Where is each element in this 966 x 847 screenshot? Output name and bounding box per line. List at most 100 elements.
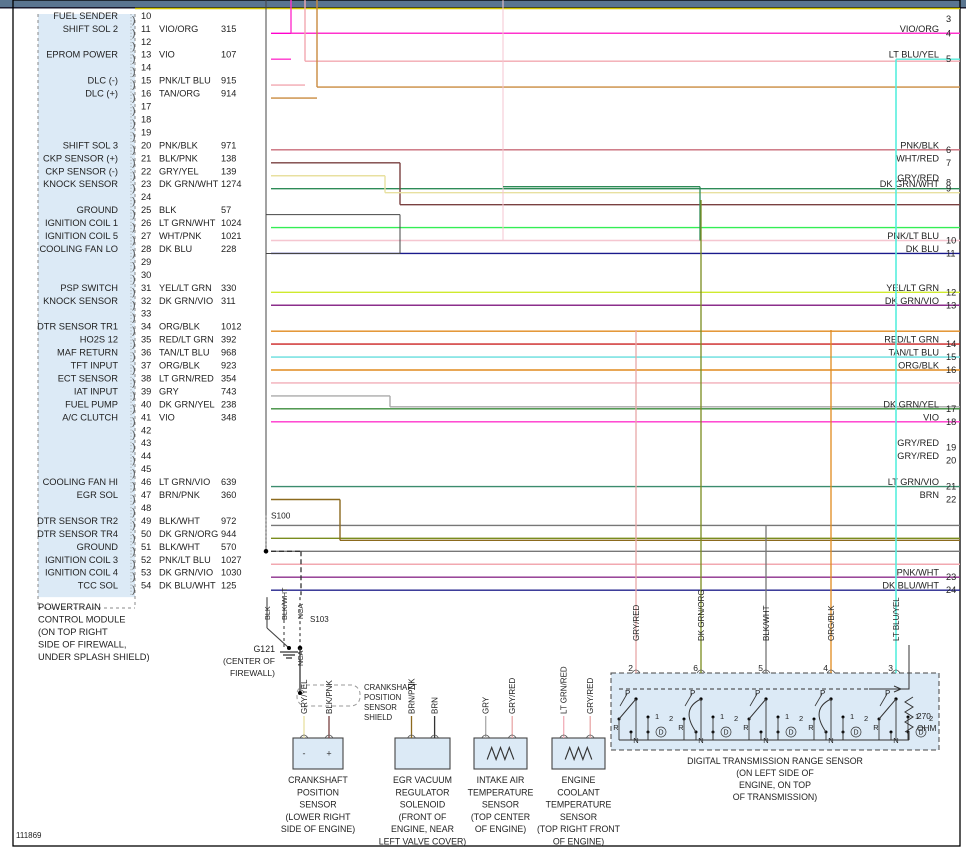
svg-text:CKP SENSOR (+): CKP SENSOR (+): [43, 153, 118, 163]
svg-text:SOLENOID: SOLENOID: [400, 800, 445, 810]
svg-text:21: 21: [141, 153, 151, 163]
svg-text:BLK/WHT: BLK/WHT: [762, 605, 771, 641]
svg-text:11: 11: [141, 24, 151, 34]
svg-text:270: 270: [917, 711, 931, 721]
svg-text:IGNITION COIL 5: IGNITION COIL 5: [45, 231, 118, 241]
svg-text:GROUND: GROUND: [77, 542, 119, 552]
svg-text:CKP SENSOR (-): CKP SENSOR (-): [45, 166, 118, 176]
svg-text:DK GRN/ORG: DK GRN/ORG: [159, 529, 218, 539]
svg-text:): ): [132, 273, 136, 285]
svg-text:570: 570: [221, 542, 236, 552]
svg-text:FUEL PUMP: FUEL PUMP: [65, 399, 118, 409]
svg-text:DLC (+): DLC (+): [85, 89, 118, 99]
svg-text:): ): [132, 260, 136, 272]
svg-text:BLK: BLK: [159, 205, 177, 215]
svg-text:TFT INPUT: TFT INPUT: [71, 361, 119, 371]
svg-text:TAN/LT BLU: TAN/LT BLU: [159, 348, 210, 358]
svg-text:): ): [132, 79, 136, 91]
svg-text:GRY/RED: GRY/RED: [508, 677, 517, 714]
svg-text:34: 34: [141, 322, 151, 332]
svg-text:20: 20: [946, 456, 956, 466]
svg-text:2: 2: [864, 714, 868, 723]
svg-text:PNK/LT BLU: PNK/LT BLU: [159, 76, 211, 86]
svg-text:30: 30: [141, 270, 151, 280]
svg-text:DK GRN/WHT: DK GRN/WHT: [159, 179, 219, 189]
svg-text:53: 53: [141, 568, 151, 578]
svg-text:DK GRN/ORG: DK GRN/ORG: [697, 589, 706, 641]
svg-text:DTR SENSOR TR2: DTR SENSOR TR2: [37, 516, 118, 526]
svg-text:GRY: GRY: [482, 696, 491, 714]
svg-text:): ): [132, 170, 136, 182]
svg-text:35: 35: [141, 335, 151, 345]
svg-text:392: 392: [221, 335, 236, 345]
svg-text:972: 972: [221, 516, 236, 526]
svg-text:20: 20: [141, 140, 151, 150]
svg-text:): ): [132, 506, 136, 518]
svg-text:-: -: [303, 749, 306, 759]
svg-text:GRY/RED: GRY/RED: [897, 438, 939, 448]
svg-text:GRY/RED: GRY/RED: [586, 677, 595, 714]
svg-text:): ): [132, 144, 136, 156]
svg-text:6: 6: [693, 663, 698, 673]
svg-text:330: 330: [221, 283, 236, 293]
svg-text:LT BLU/YEL: LT BLU/YEL: [892, 597, 901, 641]
svg-text:): ): [132, 14, 136, 26]
svg-text:1: 1: [655, 712, 659, 721]
svg-text:TAN/ORG: TAN/ORG: [159, 89, 200, 99]
svg-text:BRN/PNK: BRN/PNK: [159, 490, 201, 500]
svg-text:): ): [132, 584, 136, 596]
svg-text:): ): [132, 53, 136, 65]
svg-text:): ): [132, 312, 136, 324]
svg-text:54: 54: [141, 581, 151, 591]
svg-text:LT GRN/RED: LT GRN/RED: [159, 373, 214, 383]
svg-text:PNK/LT BLU: PNK/LT BLU: [887, 231, 939, 241]
svg-text:LT BLU/YEL: LT BLU/YEL: [889, 50, 939, 60]
svg-text:14: 14: [141, 63, 151, 73]
svg-text:BLK/PNK: BLK/PNK: [325, 680, 334, 714]
svg-text:(TOP RIGHT FRONT: (TOP RIGHT FRONT: [537, 824, 621, 834]
svg-text:19: 19: [141, 127, 151, 137]
svg-text:COOLING FAN HI: COOLING FAN HI: [43, 477, 118, 487]
svg-text:SHIELD: SHIELD: [364, 713, 393, 722]
svg-text:): ): [132, 209, 136, 221]
svg-text:): ): [132, 416, 136, 428]
svg-text:): ): [132, 481, 136, 493]
svg-text:13: 13: [141, 50, 151, 60]
svg-text:SENSOR: SENSOR: [482, 800, 519, 810]
svg-text:A/C CLUTCH: A/C CLUTCH: [62, 412, 118, 422]
svg-text:LT GRN/WHT: LT GRN/WHT: [159, 218, 216, 228]
svg-text:SENSOR: SENSOR: [560, 812, 597, 822]
svg-text:HO2S 12: HO2S 12: [80, 335, 118, 345]
svg-text:S100: S100: [271, 510, 291, 520]
svg-text:): ): [132, 468, 136, 480]
svg-text:57: 57: [221, 205, 231, 215]
svg-text:26: 26: [141, 218, 151, 228]
svg-text:D: D: [658, 730, 663, 737]
svg-text:13: 13: [946, 300, 956, 310]
svg-text:SHIFT SOL 2: SHIFT SOL 2: [63, 24, 118, 34]
svg-text:915: 915: [221, 76, 236, 86]
svg-text:45: 45: [141, 464, 151, 474]
svg-text:): ): [132, 364, 136, 376]
svg-text:): ): [132, 222, 136, 234]
svg-text:914: 914: [221, 89, 236, 99]
svg-text:): ): [132, 390, 136, 402]
svg-text:15: 15: [141, 76, 151, 86]
svg-text:36: 36: [141, 348, 151, 358]
svg-text:PNK/WHT: PNK/WHT: [897, 568, 940, 578]
svg-text:BLK/WHT: BLK/WHT: [159, 516, 200, 526]
svg-text:SENSOR: SENSOR: [364, 703, 397, 712]
svg-text:REGULATOR: REGULATOR: [396, 787, 450, 797]
svg-text:GRY/RED: GRY/RED: [632, 604, 641, 641]
svg-text:BRN: BRN: [431, 697, 440, 714]
svg-text:(TOP CENTER: (TOP CENTER: [471, 812, 530, 822]
svg-text:VIO/ORG: VIO/ORG: [900, 24, 939, 34]
svg-text:968: 968: [221, 348, 236, 358]
svg-text:1012: 1012: [221, 322, 241, 332]
svg-text:139: 139: [221, 166, 236, 176]
svg-text:21: 21: [946, 482, 956, 492]
svg-text:): ): [132, 532, 136, 544]
svg-text:348: 348: [221, 412, 236, 422]
svg-text:18: 18: [141, 114, 151, 124]
svg-text:22: 22: [141, 166, 151, 176]
